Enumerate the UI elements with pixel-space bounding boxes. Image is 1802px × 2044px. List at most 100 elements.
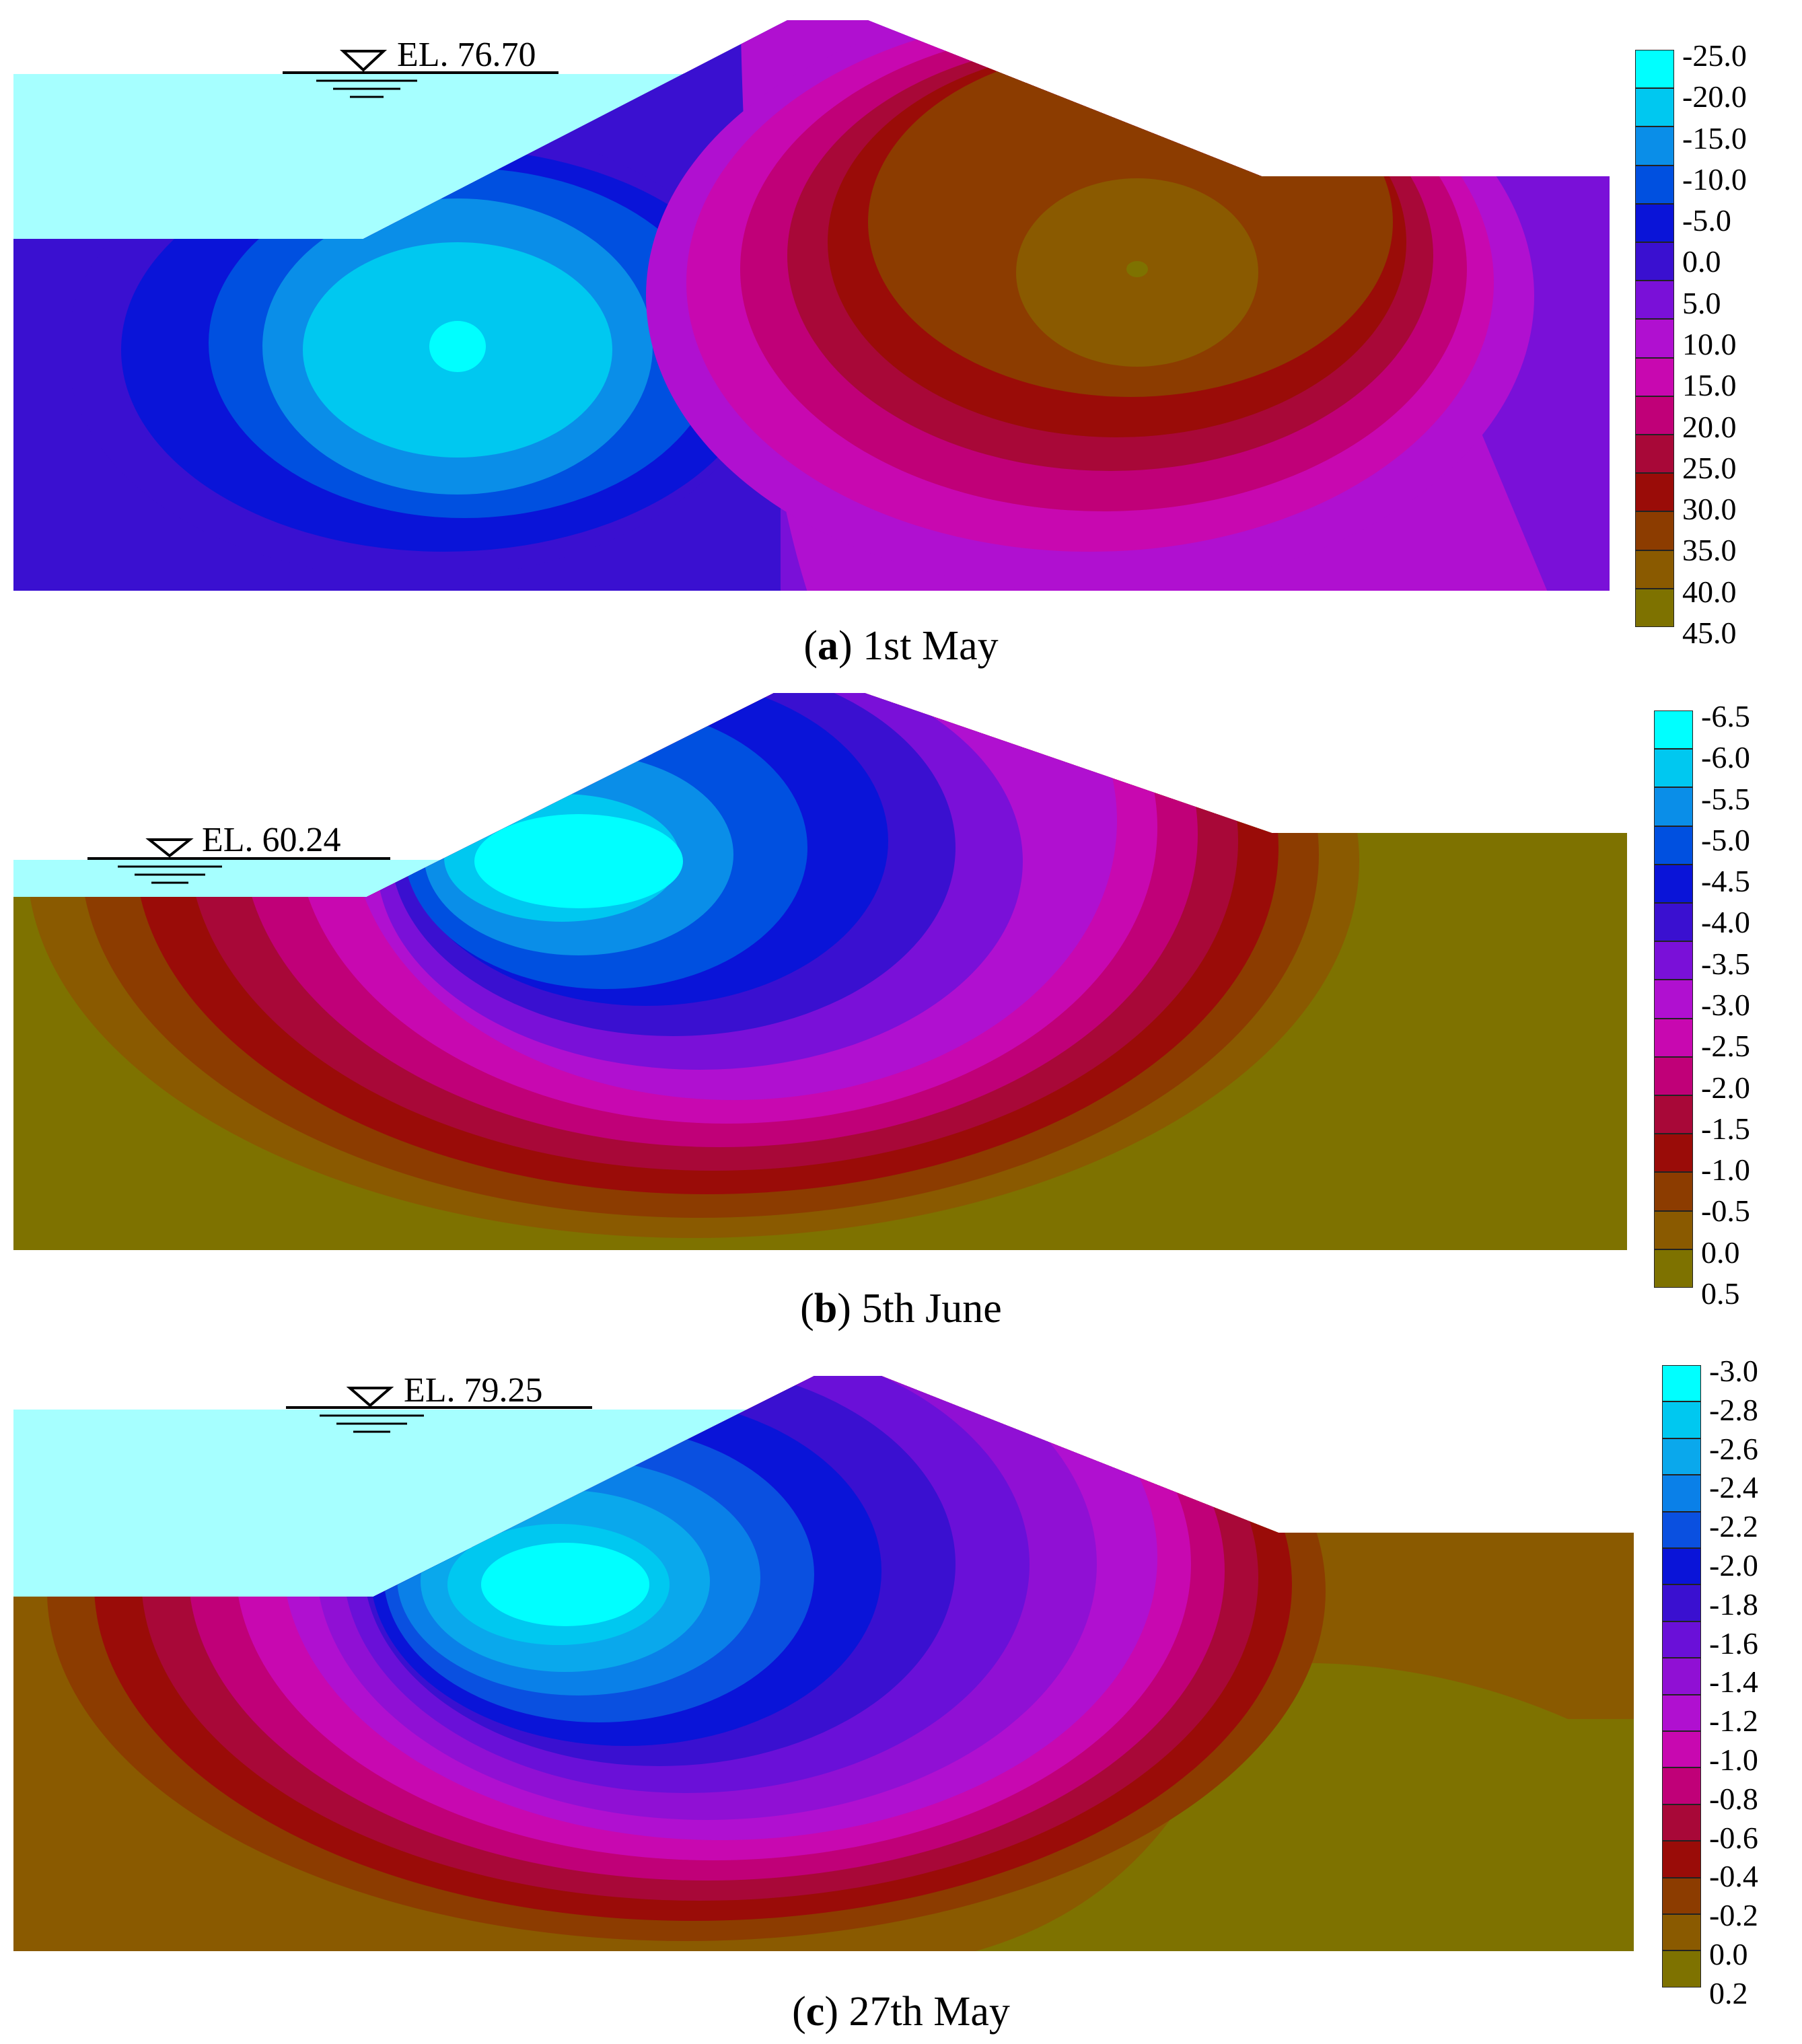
legend-swatch	[1654, 1210, 1693, 1249]
legend-swatch	[1635, 550, 1674, 589]
legend-swatch	[1662, 1950, 1701, 1987]
legend-c: -3.0 -2.8 -2.6 -2.4 -2.2 -2.0 -1.8 -1.6 -1.4 -1.2…	[1662, 1356, 1802, 2008]
caption-a: (a) 1st May	[803, 623, 999, 669]
legend-swatch	[1654, 980, 1693, 1019]
legend-swatch	[1635, 396, 1674, 435]
legend-swatch	[1662, 1548, 1701, 1585]
legend-swatch	[1662, 1621, 1701, 1658]
legend-label: -1.0	[1709, 1743, 1758, 1777]
legend-swatch	[1654, 787, 1693, 826]
legend-label: -0.6	[1709, 1820, 1758, 1855]
legend-label: -5.5	[1701, 781, 1750, 816]
legend-label: -2.2	[1709, 1509, 1758, 1544]
legend-label: -15.0	[1682, 120, 1747, 155]
caption-b: (b) 5th June	[800, 1286, 1002, 1331]
legend-swatch	[1662, 1584, 1701, 1621]
legend-swatch	[1654, 941, 1693, 980]
legend-swatch	[1662, 1475, 1701, 1512]
legend-label: -20.0	[1682, 79, 1747, 114]
legend-label: 25.0	[1682, 450, 1737, 485]
legend-label: 15.0	[1682, 368, 1737, 403]
legend-swatch	[1635, 473, 1674, 512]
legend-label: -5.0	[1682, 203, 1731, 238]
legend-swatch	[1662, 1438, 1701, 1475]
legend-label: -0.5	[1701, 1194, 1750, 1229]
legend-label: -3.5	[1701, 946, 1750, 981]
legend-label: -6.0	[1701, 740, 1750, 775]
legend-swatch	[1635, 511, 1674, 550]
legend-label: -1.4	[1709, 1665, 1758, 1700]
water-level-label-a: EL. 76.70	[397, 36, 536, 74]
legend-label: -2.4	[1709, 1470, 1758, 1505]
legend-swatch	[1635, 126, 1674, 166]
legend-label: -3.0	[1701, 988, 1750, 1022]
legend-label: -1.6	[1709, 1626, 1758, 1660]
legend-label: -0.4	[1709, 1859, 1758, 1894]
legend-swatch	[1654, 710, 1693, 750]
legend-label: -1.0	[1701, 1153, 1750, 1188]
legend-label: 0.0	[1682, 244, 1721, 279]
legend-label: -4.0	[1701, 905, 1750, 940]
legend-a: -25.0 -20.0 -15.0 -10.0 -5.0 0.0 5.0 10.0 15.0 20…	[1635, 38, 1797, 649]
contour-plot-c: EL. 79.25	[13, 1371, 1634, 1951]
legend-label: 35.0	[1682, 533, 1737, 568]
legend-label: -10.0	[1682, 161, 1747, 196]
legend-swatch	[1654, 864, 1693, 903]
legend-label: 40.0	[1682, 574, 1737, 609]
legend-swatch	[1654, 1095, 1693, 1134]
legend-swatch	[1662, 1804, 1701, 1841]
legend-label: 0.0	[1701, 1235, 1740, 1270]
legend-swatch	[1654, 1249, 1693, 1288]
legend-label: 0.0	[1709, 1937, 1748, 1971]
water-level-label-c: EL. 79.25	[404, 1371, 543, 1410]
legend-label: -4.5	[1701, 864, 1750, 899]
legend-label: -2.0	[1701, 1070, 1750, 1105]
reservoir-water	[13, 860, 444, 897]
legend-swatch	[1662, 1658, 1701, 1695]
legend-label: -2.8	[1709, 1392, 1758, 1427]
legend-label: 0.5	[1701, 1276, 1740, 1311]
legend-label: -0.8	[1709, 1781, 1758, 1816]
legend-swatch	[1635, 357, 1674, 396]
legend-label: -2.5	[1701, 1029, 1750, 1064]
legend-label: 20.0	[1682, 409, 1737, 444]
legend-label: -1.5	[1701, 1111, 1750, 1146]
legend-label: -2.6	[1709, 1431, 1758, 1466]
legend-swatch	[1635, 281, 1674, 320]
water-level-marker-c: EL. 79.25	[286, 1371, 592, 1433]
caption-c: (c) 27th May	[792, 1989, 1010, 2035]
panel-c: EL. 79.25 -3.0 -2.8 -2.6 -2.4 -2.2 -2.0 -1.8 -1…	[0, 1342, 1802, 2044]
legend-swatch	[1635, 319, 1674, 358]
legend-swatch	[1635, 165, 1674, 204]
legend-label: -1.2	[1709, 1704, 1758, 1739]
legend-swatch	[1635, 203, 1674, 242]
legend-swatch	[1662, 1365, 1701, 1402]
legend-label: -1.8	[1709, 1586, 1758, 1621]
legend-swatch	[1654, 1134, 1693, 1173]
legend-swatch	[1635, 588, 1674, 627]
legend-swatch	[1654, 749, 1693, 788]
legend-label: -25.0	[1682, 38, 1747, 73]
legend-label: -0.2	[1709, 1898, 1758, 1933]
water-level-marker-b: EL. 60.24	[87, 821, 390, 884]
legend-label: 30.0	[1682, 492, 1737, 527]
water-level-marker-a: EL. 76.70	[283, 36, 558, 98]
legend-swatch	[1635, 435, 1674, 474]
legend-swatch	[1654, 826, 1693, 865]
legend-swatch	[1654, 1018, 1693, 1057]
legend-swatch	[1654, 903, 1693, 942]
legend-label: -5.0	[1701, 822, 1750, 857]
legend-swatch	[1662, 1694, 1701, 1731]
contour-plot-a: EL. 76.70	[13, 20, 1610, 591]
legend-swatch	[1662, 1731, 1701, 1768]
legend-swatch	[1662, 1877, 1701, 1914]
legend-swatch	[1635, 50, 1674, 89]
legend-swatch	[1654, 1172, 1693, 1211]
legend-label: 5.0	[1682, 285, 1721, 320]
legend-swatch	[1662, 1511, 1701, 1548]
legend-swatch	[1635, 88, 1674, 127]
legend-swatch	[1662, 1914, 1701, 1951]
legend-label: -6.5	[1701, 699, 1750, 733]
legend-swatch	[1662, 1841, 1701, 1878]
legend-label: -2.0	[1709, 1548, 1758, 1582]
